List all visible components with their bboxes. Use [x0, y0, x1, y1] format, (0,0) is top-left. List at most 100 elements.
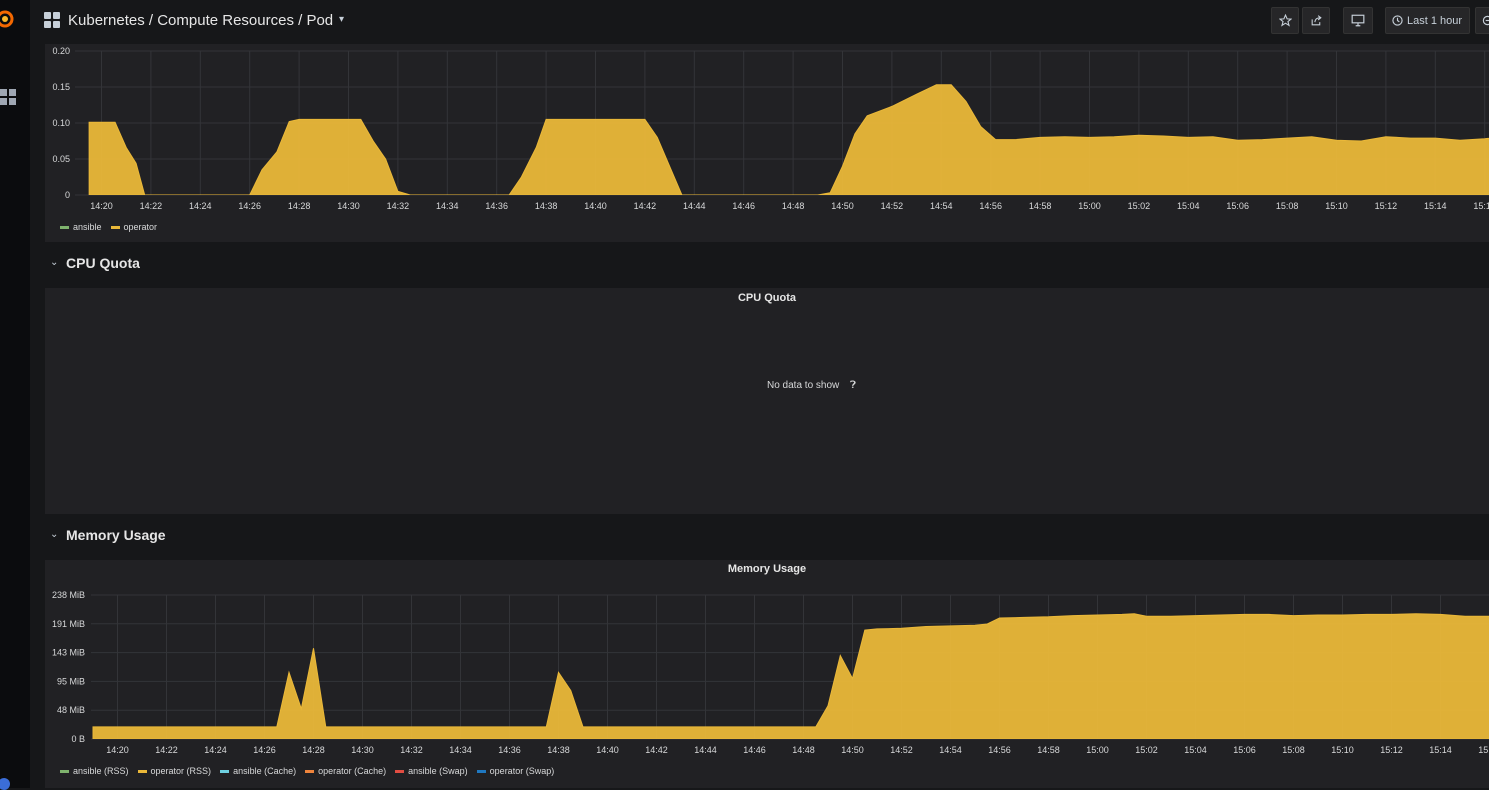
no-data-message: No data to show ❓︎ [767, 380, 856, 391]
legend-item-ansible[interactable]: ansible [60, 222, 102, 232]
legend-swatch [220, 770, 229, 773]
x-tick-label: 14:30 [337, 201, 360, 211]
y-tick-label: 0.05 [52, 154, 70, 164]
row-cpu-quota[interactable]: ⌄ CPU Quota [45, 250, 1489, 278]
legend-label: ansible (RSS) [73, 766, 129, 776]
legend-swatch [60, 226, 69, 229]
dashboard-title[interactable]: Kubernetes / Compute Resources / Pod [68, 12, 333, 29]
x-tick-label: 15:02 [1128, 201, 1151, 211]
y-tick-label: 143 MiB [52, 648, 85, 658]
x-tick-label: 15:06 [1233, 745, 1256, 755]
legend-item-operator[interactable]: operator [111, 222, 158, 232]
x-tick-label: 15:14 [1424, 201, 1447, 211]
legend-swatch [305, 770, 314, 773]
time-picker-button[interactable]: Last 1 hour [1385, 7, 1470, 34]
star-button[interactable] [1271, 7, 1299, 34]
x-tick-label: 14:52 [890, 745, 913, 755]
legend-swatch [395, 770, 404, 773]
x-tick-label: 15:04 [1184, 745, 1207, 755]
x-tick-label: 14:54 [930, 201, 953, 211]
zoom-out-button[interactable] [1475, 7, 1489, 34]
x-tick-label: 15:16 [1473, 201, 1489, 211]
y-tick-label: 0 [65, 190, 70, 200]
legend-swatch [111, 226, 120, 229]
legend-item-ansible-rss[interactable]: ansible (RSS) [60, 766, 129, 776]
cpu-usage-legend: ansible operator [60, 222, 157, 232]
x-tick-label: 15:08 [1276, 201, 1299, 211]
x-tick-label: 15:00 [1086, 745, 1109, 755]
legend-item-ansible-swap[interactable]: ansible (Swap) [395, 766, 468, 776]
x-tick-label: 14:46 [743, 745, 766, 755]
x-tick-label: 15:14 [1429, 745, 1452, 755]
dashboards-icon[interactable] [0, 88, 16, 106]
y-tick-label: 238 MiB [52, 590, 85, 600]
legend-swatch [60, 770, 69, 773]
x-tick-label: 14:56 [988, 745, 1011, 755]
x-tick-label: 14:58 [1037, 745, 1060, 755]
share-icon [1310, 14, 1323, 27]
x-tick-label: 14:36 [498, 745, 521, 755]
x-tick-label: 14:34 [436, 201, 459, 211]
zoom-out-icon [1482, 15, 1489, 26]
question-circle-icon[interactable]: ❓︎ [850, 380, 856, 391]
x-tick-label: 14:24 [189, 201, 212, 211]
x-tick-label: 14:54 [939, 745, 962, 755]
x-tick-label: 14:48 [782, 201, 805, 211]
row-title: Memory Usage [66, 527, 166, 543]
y-tick-label: 48 MiB [57, 705, 85, 715]
x-tick-label: 15:10 [1325, 201, 1348, 211]
legend-label: operator (Swap) [490, 766, 555, 776]
x-tick-label: 15:00 [1078, 201, 1101, 211]
x-tick-label: 14:32 [400, 745, 423, 755]
x-tick-label: 14:22 [140, 201, 163, 211]
tv-mode-button[interactable] [1343, 7, 1373, 34]
x-tick-label: 14:50 [841, 745, 864, 755]
x-tick-label: 14:38 [547, 745, 570, 755]
x-tick-label: 15:10 [1331, 745, 1354, 755]
legend-label: operator (Cache) [318, 766, 386, 776]
side-menu [0, 0, 30, 788]
x-tick-label: 15:12 [1375, 201, 1398, 211]
panel-title[interactable]: CPU Quota [45, 292, 1489, 304]
legend-item-operator-cache[interactable]: operator (Cache) [305, 766, 386, 776]
legend-item-operator-rss[interactable]: operator (RSS) [138, 766, 212, 776]
row-memory-usage[interactable]: ⌄ Memory Usage [45, 522, 1489, 550]
x-tick-label: 14:22 [155, 745, 178, 755]
x-tick-label: 14:34 [449, 745, 472, 755]
memory-usage-legend: ansible (RSS) operator (RSS) ansible (Ca… [60, 766, 554, 776]
x-tick-label: 14:36 [485, 201, 508, 211]
x-tick-label: 14:44 [694, 745, 717, 755]
star-icon [1279, 14, 1292, 27]
x-tick-label: 14:24 [204, 745, 227, 755]
x-tick-label: 14:42 [634, 201, 657, 211]
clock-icon [1392, 15, 1403, 26]
chevron-down-icon: ⌄ [50, 529, 58, 540]
x-tick-label: 14:28 [288, 201, 311, 211]
x-tick-label: 15:12 [1380, 745, 1403, 755]
x-tick-label: 15:04 [1177, 201, 1200, 211]
x-tick-label: 14:20 [90, 201, 113, 211]
dashboards-icon [44, 12, 60, 28]
legend-item-operator-swap[interactable]: operator (Swap) [477, 766, 555, 776]
share-button[interactable] [1302, 7, 1330, 34]
x-tick-label: 14:42 [645, 745, 668, 755]
x-tick-label: 14:30 [351, 745, 374, 755]
tv-mode-icon [1351, 14, 1365, 27]
x-tick-label: 14:40 [584, 201, 607, 211]
legend-label: operator (RSS) [151, 766, 212, 776]
grafana-logo-icon[interactable] [0, 8, 16, 30]
x-tick-label: 14:58 [1029, 201, 1052, 211]
x-tick-label: 14:40 [596, 745, 619, 755]
x-tick-label: 14:26 [253, 745, 276, 755]
legend-item-ansible-cache[interactable]: ansible (Cache) [220, 766, 296, 776]
y-tick-label: 0 B [71, 734, 85, 744]
x-tick-label: 15:08 [1282, 745, 1305, 755]
y-tick-label: 0.20 [52, 46, 70, 56]
x-tick-label: 15:16 [1478, 745, 1489, 755]
x-tick-label: 14:52 [881, 201, 904, 211]
x-tick-label: 14:50 [831, 201, 854, 211]
legend-swatch [138, 770, 147, 773]
x-tick-label: 15:06 [1226, 201, 1249, 211]
chevron-down-icon[interactable]: ▾ [339, 14, 344, 25]
